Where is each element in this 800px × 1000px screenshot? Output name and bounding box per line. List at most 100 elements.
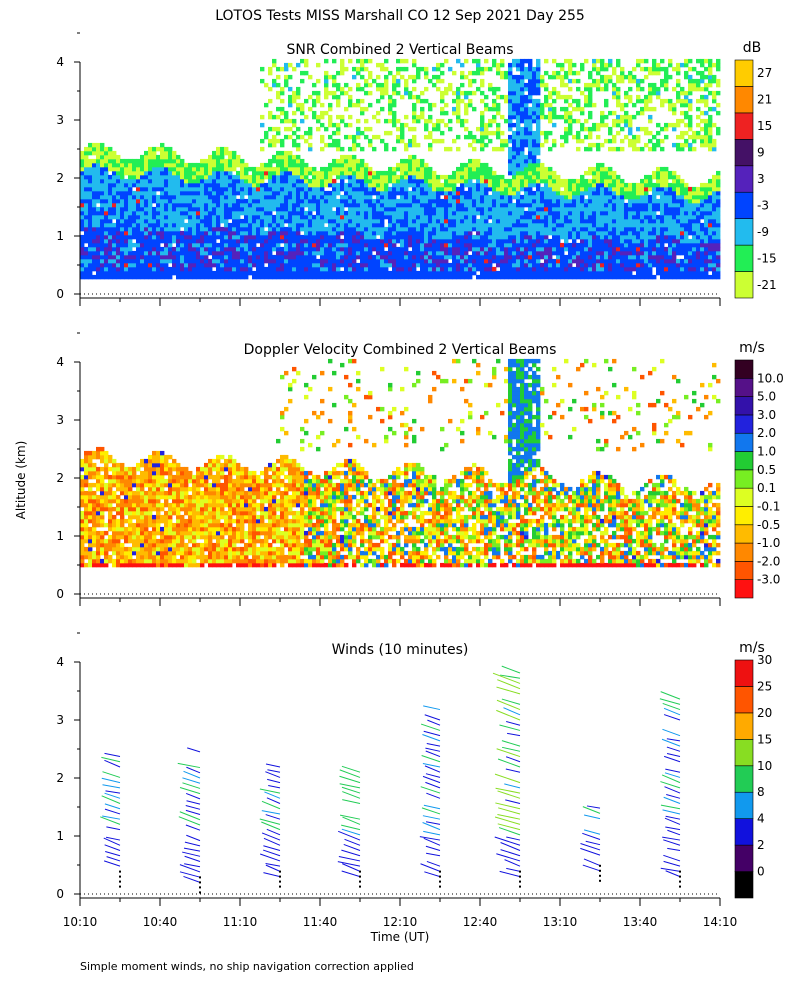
heatmap-cell — [528, 234, 533, 240]
heatmap-cell — [380, 214, 385, 220]
heatmap-cell — [152, 182, 157, 188]
heatmap-cell — [284, 246, 289, 252]
heatmap-cell — [256, 238, 261, 244]
heatmap-cell — [512, 74, 517, 80]
heatmap-cell — [392, 102, 397, 108]
heatmap-cell — [236, 174, 241, 180]
heatmap-cell — [168, 206, 173, 212]
heatmap-cell — [216, 210, 221, 216]
heatmap-cell — [516, 98, 521, 104]
heatmap-cell — [160, 266, 165, 272]
heatmap-cell — [208, 194, 213, 200]
heatmap-cell — [512, 146, 517, 152]
heatmap-cell — [248, 234, 253, 240]
heatmap-cell — [620, 182, 625, 188]
heatmap-cell — [616, 270, 621, 276]
heatmap-cell — [404, 198, 409, 204]
heatmap-cell — [436, 230, 441, 236]
heatmap-cell — [564, 274, 569, 280]
heatmap-cell — [288, 254, 293, 260]
heatmap-cell — [448, 222, 453, 228]
heatmap-cell — [596, 218, 601, 224]
heatmap-cell — [588, 90, 593, 96]
heatmap-cell — [600, 122, 605, 128]
heatmap-cell — [392, 198, 397, 204]
heatmap-cell — [200, 250, 205, 256]
heatmap-cell — [456, 166, 461, 172]
heatmap-cell — [480, 146, 485, 152]
heatmap-cell — [388, 258, 393, 264]
heatmap-cell — [448, 238, 453, 244]
heatmap-cell — [380, 230, 385, 236]
heatmap-cell — [204, 230, 209, 236]
heatmap-cell — [452, 250, 457, 256]
heatmap-cell — [540, 254, 545, 260]
heatmap-cell — [336, 70, 341, 76]
heatmap-cell — [528, 174, 533, 180]
heatmap-cell — [604, 210, 609, 216]
heatmap-cell — [416, 242, 421, 248]
heatmap-cell — [156, 158, 161, 164]
heatmap-cell — [208, 178, 213, 184]
heatmap-cell — [520, 106, 525, 112]
heatmap-cell — [356, 242, 361, 248]
heatmap-cell — [348, 154, 353, 160]
heatmap-cell — [276, 126, 281, 132]
heatmap-cell — [216, 270, 221, 276]
heatmap-cell — [460, 182, 465, 188]
heatmap-cell — [632, 114, 637, 120]
heatmap-cell — [152, 270, 157, 276]
heatmap-cell — [424, 234, 429, 240]
heatmap-cell — [512, 90, 517, 96]
heatmap-cell — [524, 138, 529, 144]
heatmap-cell — [580, 190, 585, 196]
heatmap-cell — [496, 70, 501, 76]
heatmap-cell — [628, 202, 633, 208]
heatmap-cell — [340, 214, 345, 220]
heatmap-cell — [276, 270, 281, 276]
heatmap-cell — [396, 246, 401, 252]
heatmap-cell — [128, 230, 133, 236]
heatmap-cell — [276, 214, 281, 220]
heatmap-cell — [488, 186, 493, 192]
heatmap-cell — [472, 170, 477, 176]
heatmap-cell — [568, 62, 573, 68]
heatmap-cell — [512, 206, 517, 212]
heatmap-cell — [260, 250, 265, 256]
heatmap-cell — [208, 158, 213, 164]
heatmap-cell — [280, 266, 285, 272]
heatmap-cell — [616, 78, 621, 84]
heatmap-cell — [112, 206, 117, 212]
heatmap-cell — [324, 194, 329, 200]
heatmap-cell — [576, 254, 581, 260]
heatmap-cell — [184, 270, 189, 276]
heatmap-cell — [384, 66, 389, 72]
heatmap-cell — [196, 250, 201, 256]
heatmap-cell — [208, 174, 213, 180]
heatmap-cell — [312, 226, 317, 232]
heatmap-cell — [112, 262, 117, 268]
heatmap-cell — [244, 266, 249, 272]
heatmap-cell — [552, 238, 557, 244]
heatmap-cell — [296, 254, 301, 260]
heatmap-cell — [332, 142, 337, 148]
heatmap-cell — [276, 250, 281, 256]
heatmap-cell — [604, 102, 609, 108]
heatmap-cell — [172, 150, 177, 156]
heatmap-cell — [444, 246, 449, 252]
heatmap-cell — [104, 174, 109, 180]
heatmap-cell — [168, 230, 173, 236]
heatmap-cell — [268, 270, 273, 276]
heatmap-cell — [476, 186, 481, 192]
heatmap-cell — [384, 210, 389, 216]
heatmap-cell — [100, 178, 105, 184]
heatmap-cell — [616, 194, 621, 200]
heatmap-cell — [352, 198, 357, 204]
heatmap-cell — [376, 242, 381, 248]
heatmap-cell — [440, 246, 445, 252]
heatmap-cell — [628, 114, 633, 120]
heatmap-cell — [112, 170, 117, 176]
heatmap-cell — [316, 234, 321, 240]
heatmap-cell — [184, 202, 189, 208]
heatmap-cell — [92, 254, 97, 260]
